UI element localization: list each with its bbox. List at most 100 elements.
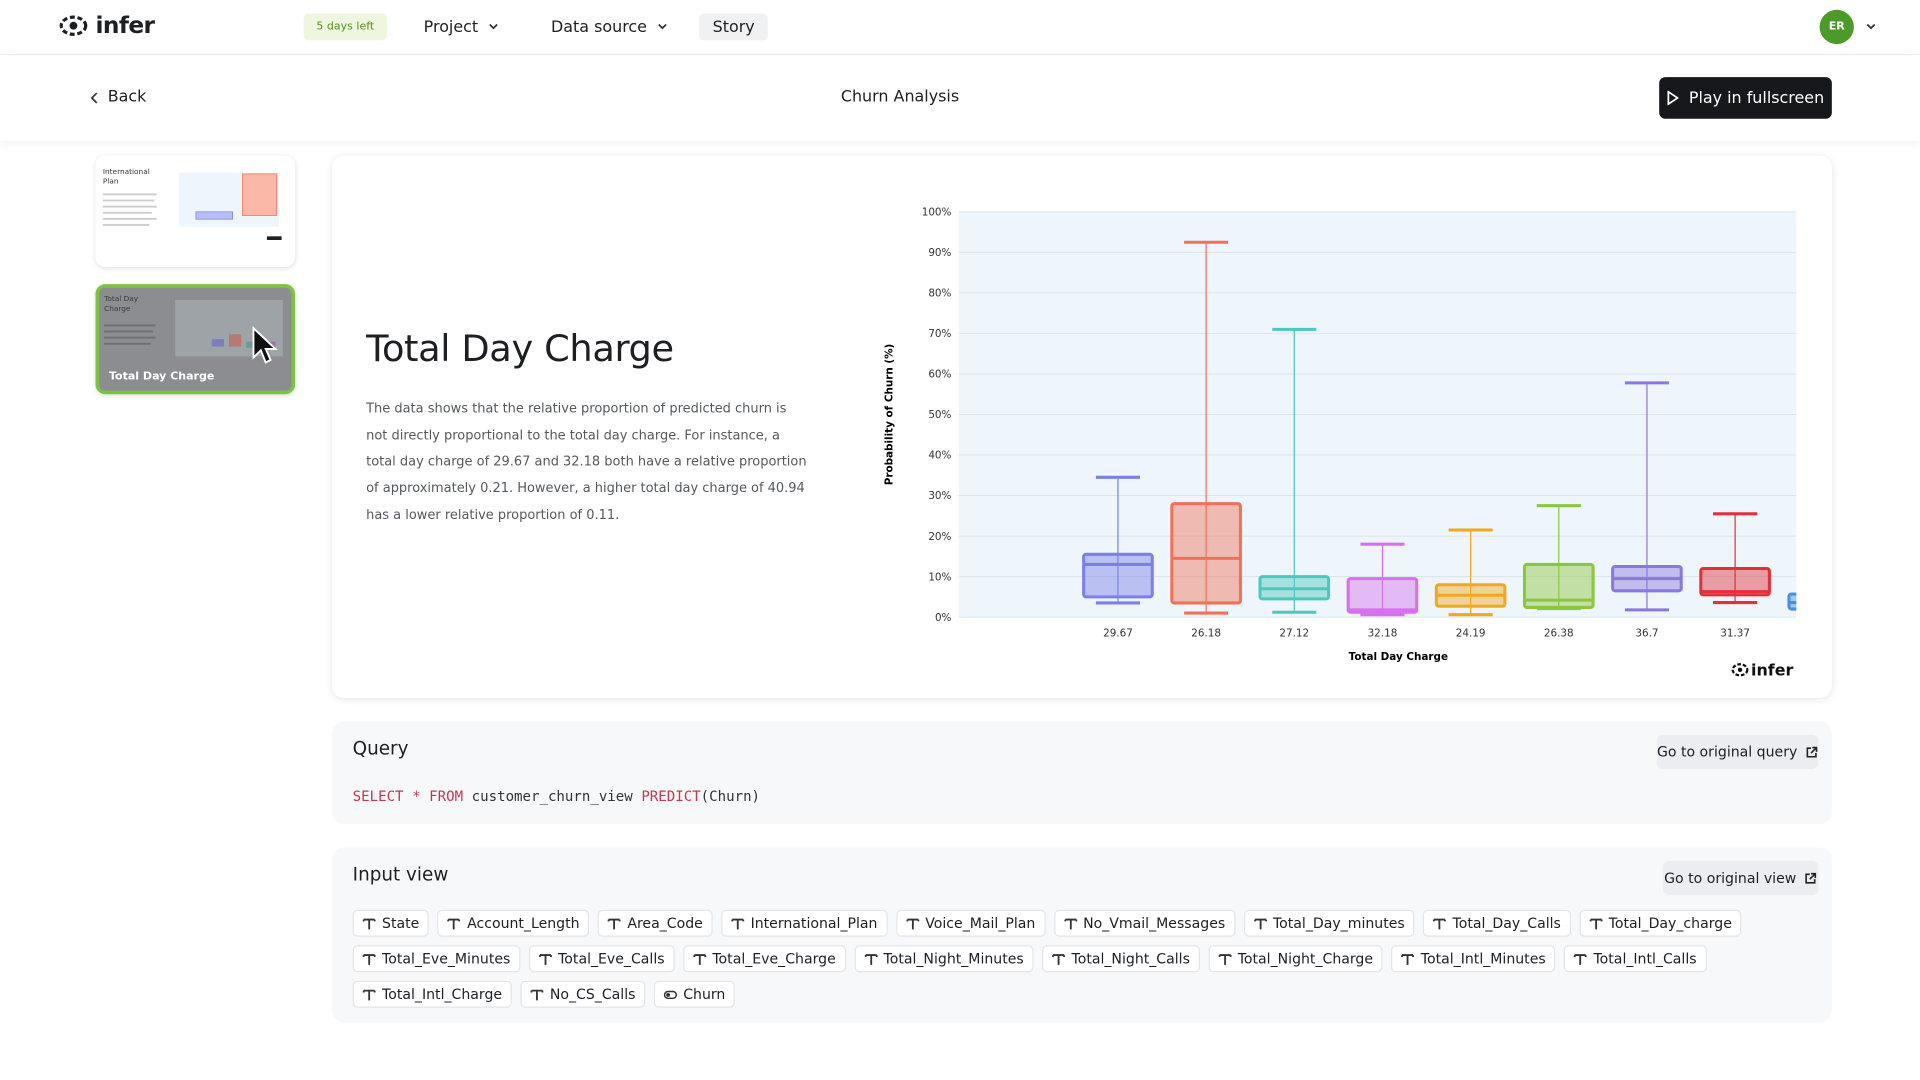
x-tick-label: 26.18	[1191, 628, 1221, 640]
avatar-chevron[interactable]	[1865, 22, 1877, 32]
column-name: Total_Night_Charge	[1237, 950, 1374, 968]
column-name: Total_Intl_Charge	[382, 985, 503, 1003]
column-type-icon	[530, 989, 544, 1000]
story-name: Churn Analysis	[840, 88, 960, 107]
y-tick-label: 50%	[928, 409, 951, 421]
column-type-icon	[693, 953, 706, 965]
slide-thumb-selected[interactable]: Total Day Charge Total Day Charge	[95, 284, 296, 395]
nav-project[interactable]: Project	[424, 13, 501, 40]
y-tick-label: 10%	[928, 571, 951, 583]
column-type-icon	[362, 953, 376, 965]
column-chip: Total_Day_minutes	[1243, 909, 1415, 937]
column-name: No_Vmail_Messages	[1083, 914, 1226, 932]
play-icon	[1667, 90, 1680, 106]
box	[1082, 552, 1154, 599]
play-label: Play in fullscreen	[1688, 88, 1825, 108]
column-type-icon	[1253, 918, 1267, 929]
story-text: The data shows that the relative proport…	[366, 401, 807, 523]
y-tick-label: 100%	[922, 207, 952, 219]
nav-label: Project	[423, 17, 479, 37]
column-type-icon	[1589, 918, 1603, 929]
column-name: Total_Eve_Minutes	[382, 950, 511, 968]
box	[1170, 502, 1242, 605]
column-chip: Account_Length	[437, 909, 590, 937]
x-tick-label: 36.7	[1635, 628, 1658, 640]
column-type-icon	[538, 953, 552, 965]
column-name: Total_Eve_Calls	[558, 950, 665, 968]
x-tick-label: 29.67	[1103, 628, 1133, 640]
watermark-icon	[1731, 663, 1749, 677]
x-axis-label: Total Day Charge	[1349, 651, 1448, 663]
chart: 0% 10% 20% 30% 40% 50% 60% 70% 80% 90% 100% Probabi…	[884, 207, 1797, 679]
icon-shape	[1052, 953, 1066, 965]
y-tick-label: 90%	[928, 247, 951, 259]
box	[1699, 566, 1771, 597]
play-button[interactable]: Play in fullscreen	[1659, 77, 1832, 119]
y-tick-label: 40%	[928, 450, 951, 462]
cursor-layer	[1445, 318, 1920, 355]
watermark: infer	[1731, 660, 1794, 679]
column-chip: No_CS_Calls	[520, 980, 646, 1008]
chevron	[489, 23, 499, 30]
column-name: Account_Length	[467, 914, 580, 932]
thumb-title: International Plan	[102, 167, 150, 187]
y-tick-label: 70%	[928, 328, 951, 340]
brand[interactable]: infer	[59, 12, 155, 39]
icon-shape	[362, 989, 376, 1000]
column-type-icon	[1574, 953, 1588, 965]
column-name: No_CS_Calls	[549, 985, 636, 1003]
logo-icon	[59, 15, 88, 36]
story-title: Total Day Charge	[366, 328, 674, 372]
icon-shape	[608, 918, 621, 929]
view-button[interactable]: Go to original view	[1662, 860, 1819, 896]
avatar[interactable]: ER	[1819, 9, 1854, 45]
header: infer 5 days left Project Data source St…	[0, 0, 1920, 56]
watermark-text: infer	[1751, 660, 1793, 679]
column-chip: Total_Day_Calls	[1423, 909, 1571, 937]
external-icon	[1806, 746, 1818, 757]
column-type-icon	[362, 918, 376, 929]
thumb-title: Total Day Charge	[104, 295, 139, 314]
icon-shape	[663, 990, 677, 999]
column-type-icon	[362, 989, 376, 1000]
icon-shape	[362, 953, 376, 965]
cursor	[252, 326, 278, 364]
y-tick-label: 20%	[928, 531, 951, 543]
external-icon	[1805, 872, 1817, 884]
thumb-preview	[102, 172, 282, 241]
nav-data-source[interactable]: Data source	[551, 13, 669, 40]
column-chip: Total_Eve_Calls	[528, 945, 675, 973]
code-token: customer_churn_view	[471, 787, 633, 805]
thumb-label: Total Day Charge	[108, 371, 215, 384]
column-name: Total_Day_Calls	[1452, 914, 1561, 932]
column-type-icon	[608, 918, 621, 929]
query-title: Query	[352, 737, 409, 760]
box	[1346, 577, 1419, 614]
icon-shape	[538, 953, 552, 965]
watermark-dot	[1737, 667, 1743, 673]
column-chip: Total_Night_Calls	[1042, 945, 1200, 973]
toolbar	[0, 55, 1920, 141]
slide-thumb[interactable]: International Plan	[95, 155, 296, 267]
column-type-icon	[1401, 953, 1415, 965]
column-name: Total_Day_charge	[1608, 914, 1732, 932]
x-tick-label: 31.37	[1720, 628, 1750, 640]
icon-shape	[1589, 918, 1603, 929]
icon-shape	[530, 989, 544, 1000]
y-tick-label: 60%	[928, 369, 951, 381]
back-button[interactable]: Back	[90, 88, 146, 107]
query-button[interactable]: Go to original query	[1656, 734, 1819, 769]
column-name: Total_Day_minutes	[1272, 914, 1405, 932]
column-type-icon	[1433, 918, 1447, 929]
button-label: Go to original view	[1664, 869, 1797, 887]
column-name: State	[382, 914, 420, 932]
nav-story[interactable]: Story	[699, 13, 769, 41]
icon-shape	[666, 992, 670, 997]
box	[1522, 562, 1595, 609]
plot	[1082, 240, 1797, 617]
icon-shape	[1218, 953, 1232, 965]
nav-label: Data source	[551, 17, 647, 37]
query-code: SELECT * FROM customer_churn_view PREDICT (Ch…	[353, 787, 769, 804]
icon-shape	[1253, 918, 1267, 929]
